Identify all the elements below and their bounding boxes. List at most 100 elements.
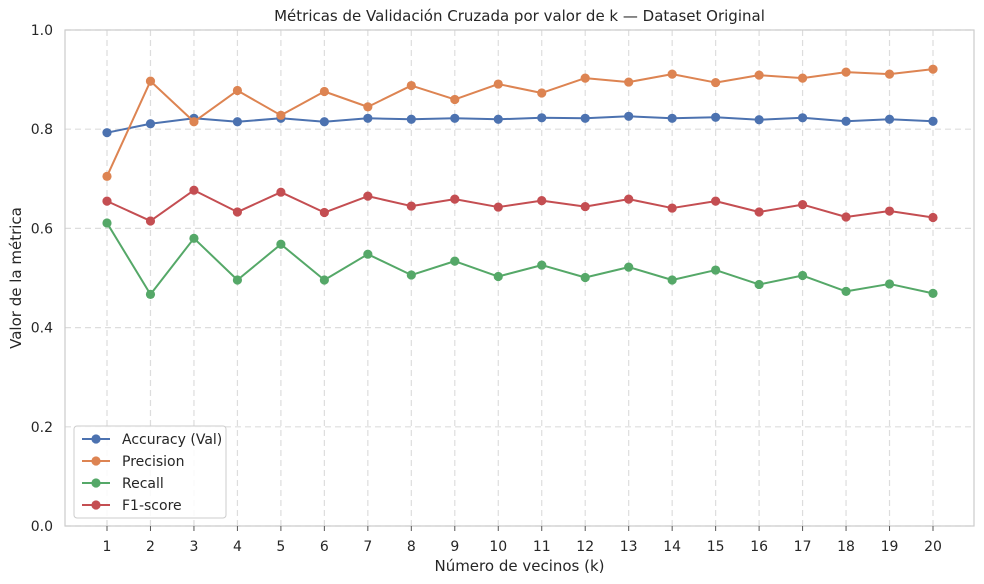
data-point-precision (493, 79, 503, 89)
legend-marker-swatch (91, 500, 101, 510)
x-tick-label: 18 (837, 539, 855, 555)
y-tick-label: 0.4 (31, 321, 53, 337)
y-tick-label: 0.0 (31, 519, 53, 535)
legend-item-recall: Recall (82, 476, 164, 492)
x-axis-ticks: 1 2 3 4 5 6 7 8 9 10 11 12 13 14 15 16 17 18 19 20 (103, 526, 942, 555)
data-point-precision (537, 88, 547, 98)
legend-label: Precision (122, 454, 184, 470)
x-tick-label: 6 (320, 539, 329, 555)
data-point-precision (928, 64, 938, 74)
series-line-recall (106, 222, 934, 296)
data-point-precision (624, 77, 634, 87)
data-point-f1-score (580, 201, 590, 212)
data-point-recall (537, 260, 547, 270)
data-point-f1-score (624, 194, 634, 204)
data-point-recall (841, 286, 851, 296)
series-recall (102, 218, 938, 299)
data-point-accuracy-val (493, 114, 503, 124)
data-point-f1-score (493, 202, 503, 212)
data-point-f1-score (884, 206, 895, 216)
data-point-precision (711, 77, 721, 88)
legend-item-precision: Precision (82, 454, 184, 470)
data-point-accuracy-val (406, 114, 416, 124)
data-point-precision (189, 117, 199, 127)
series-f1-score (102, 185, 938, 226)
data-point-recall (928, 288, 938, 298)
data-point-f1-score (797, 199, 808, 210)
data-point-f1-score (232, 207, 243, 217)
series-layer (102, 64, 938, 299)
data-point-precision (754, 70, 764, 80)
legend-label: Accuracy (Val) (122, 432, 222, 448)
legend-box (73, 425, 227, 519)
legend-marker-swatch (91, 434, 101, 444)
data-point-recall (711, 265, 721, 275)
legend-label: Recall (122, 476, 164, 492)
legend-item-accuracy-val: Accuracy (Val) (82, 432, 222, 448)
data-point-f1-score (450, 194, 460, 204)
data-point-accuracy-val (711, 112, 721, 122)
data-point-accuracy-val (624, 111, 634, 121)
data-point-recall (406, 270, 416, 280)
data-point-precision (102, 171, 112, 181)
data-point-accuracy-val (841, 116, 851, 126)
legend-marker-swatch (91, 478, 101, 488)
data-point-f1-score (363, 191, 373, 201)
y-tick-label: 0.2 (31, 420, 53, 436)
data-point-recall (450, 256, 460, 266)
series-precision (102, 64, 938, 181)
data-point-f1-score (841, 212, 851, 222)
data-point-recall (884, 279, 895, 289)
x-tick-label: 16 (750, 539, 768, 555)
data-point-recall (667, 275, 677, 285)
legend-marker-swatch (91, 456, 101, 466)
data-point-recall (189, 233, 199, 243)
y-tick-label: 1.0 (31, 23, 53, 39)
data-point-precision (145, 76, 156, 86)
data-point-precision (276, 110, 286, 120)
legend: Accuracy (Val) Precision Recall F1-score (73, 425, 227, 519)
x-tick-label: 11 (533, 539, 551, 555)
data-point-precision (363, 102, 373, 112)
x-tick-label: 17 (794, 539, 812, 555)
x-tick-label: 3 (189, 539, 198, 555)
data-point-recall (102, 218, 112, 228)
x-tick-label: 13 (620, 539, 638, 555)
plot-area-frame (64, 29, 975, 527)
data-point-accuracy-val (319, 117, 329, 127)
x-tick-label: 12 (576, 539, 594, 555)
data-point-f1-score (102, 196, 112, 206)
data-point-recall (276, 239, 286, 249)
x-tick-label: 1 (103, 539, 112, 555)
data-point-f1-score (145, 216, 156, 226)
data-point-accuracy-val (450, 113, 460, 123)
x-tick-label: 19 (881, 539, 899, 555)
x-tick-label: 9 (450, 539, 459, 555)
data-point-recall (232, 275, 243, 285)
data-point-recall (319, 275, 329, 285)
x-tick-label: 10 (489, 539, 507, 555)
x-axis-label: Número de vecinos (k) (434, 557, 604, 575)
data-point-accuracy-val (537, 113, 547, 123)
data-point-f1-score (189, 185, 199, 195)
data-point-accuracy-val (928, 116, 938, 126)
data-point-precision (884, 69, 895, 79)
data-point-recall (797, 270, 808, 281)
data-point-recall (493, 271, 503, 282)
data-point-recall (145, 289, 156, 299)
data-point-f1-score (754, 207, 764, 217)
legend-item-f1-score: F1-score (82, 498, 182, 514)
data-point-precision (797, 73, 808, 83)
data-point-f1-score (537, 196, 547, 206)
data-point-f1-score (928, 212, 938, 223)
data-point-recall (580, 272, 590, 283)
data-point-precision (319, 86, 329, 97)
data-point-accuracy-val (754, 115, 764, 125)
data-point-accuracy-val (232, 117, 243, 127)
data-point-accuracy-val (667, 113, 677, 123)
legend-label: F1-score (122, 498, 182, 514)
x-tick-label: 14 (663, 539, 681, 555)
x-tick-label: 15 (707, 539, 725, 555)
